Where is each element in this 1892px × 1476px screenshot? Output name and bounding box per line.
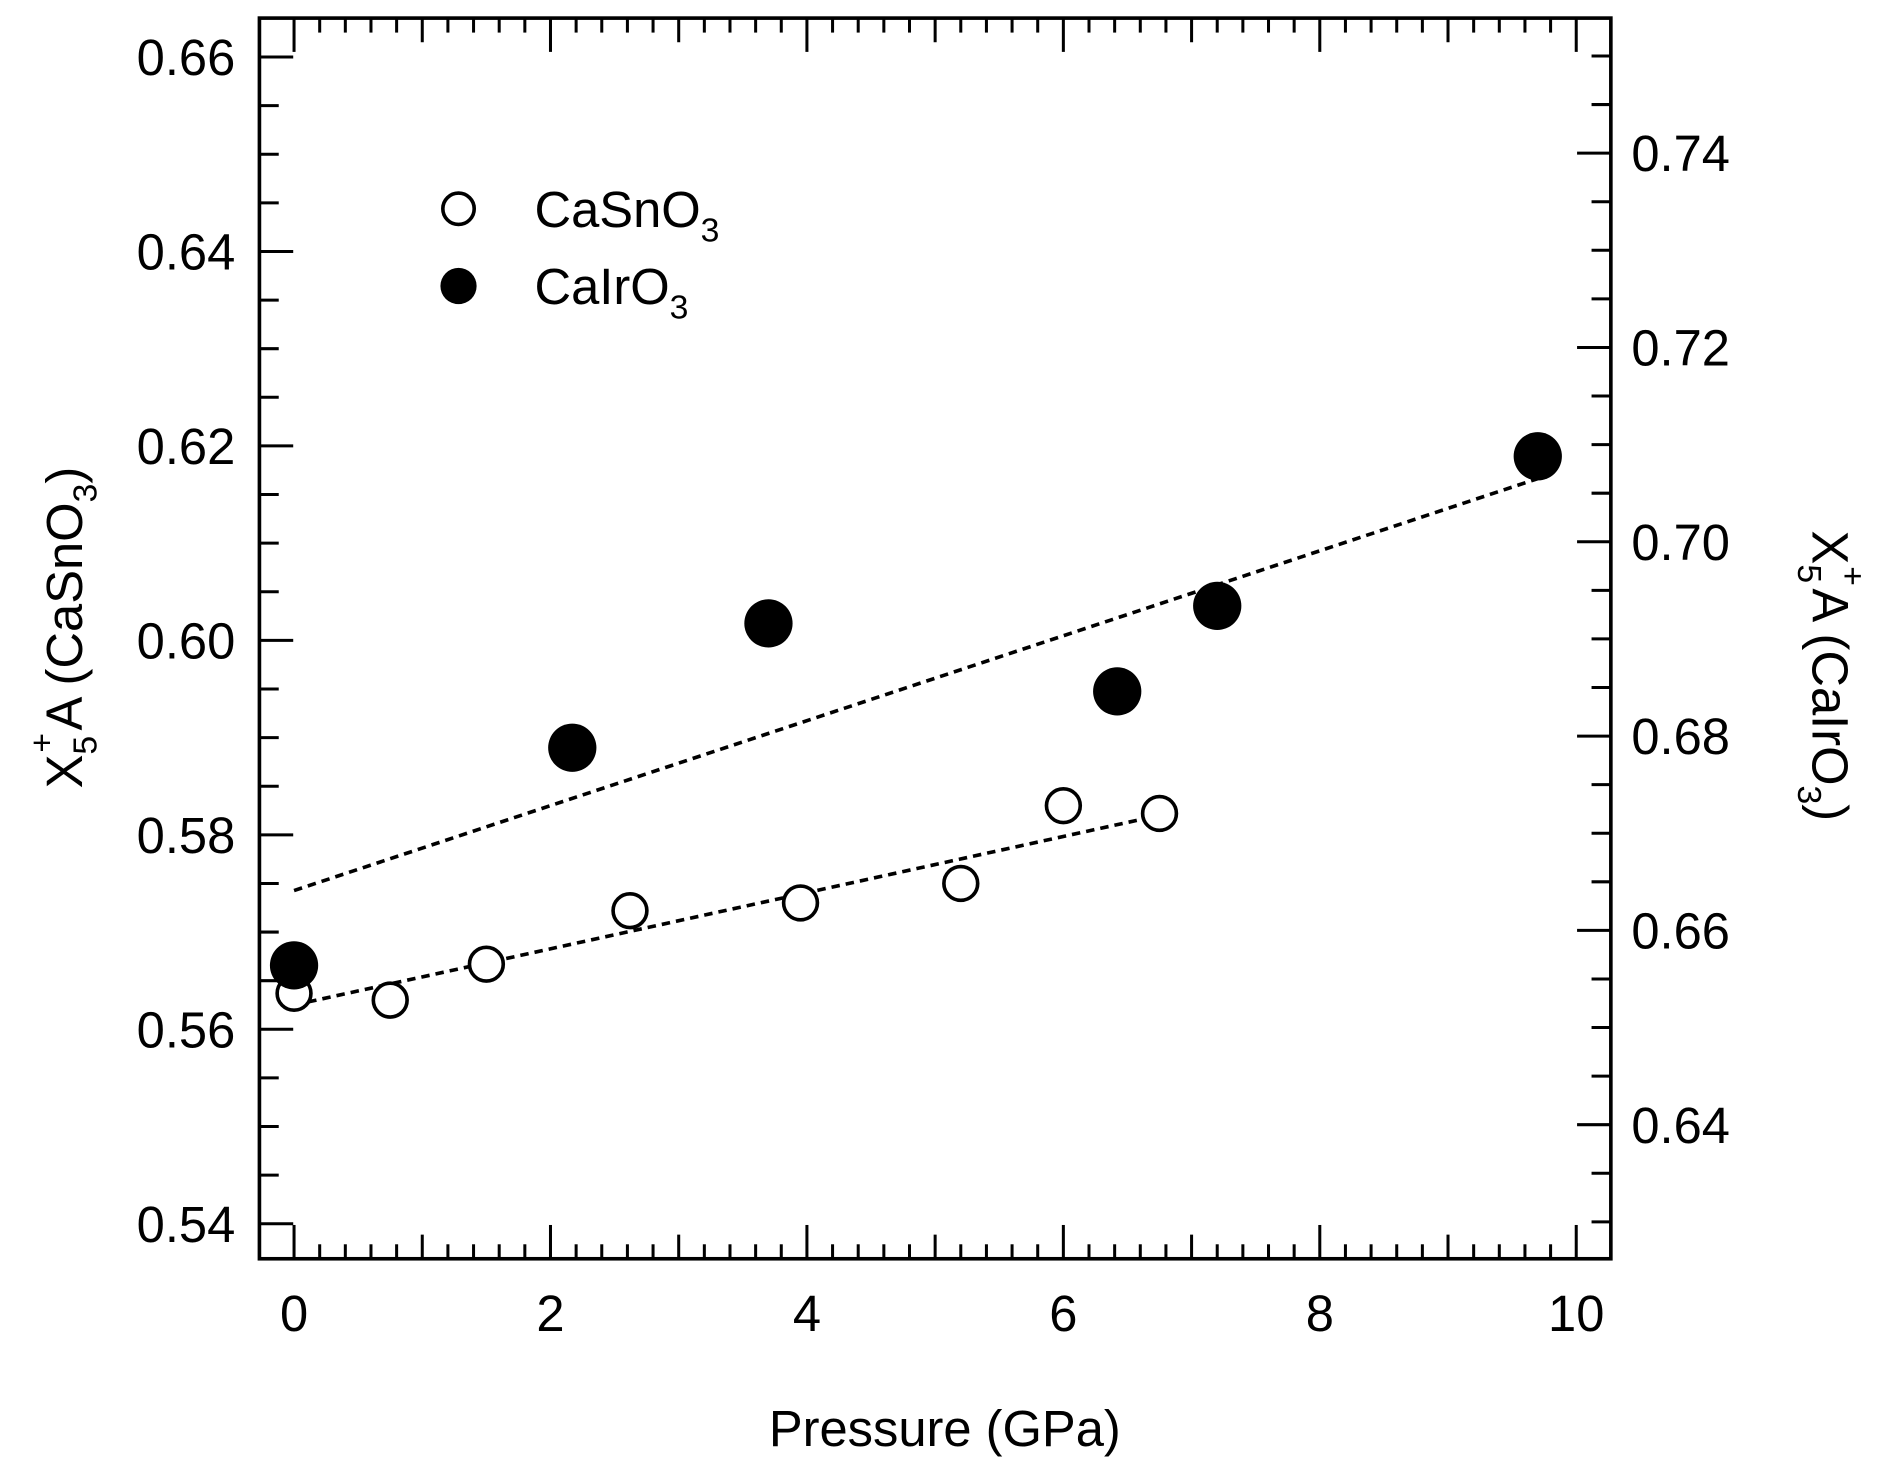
y-axis-label-left: X5+A (CaSnO3) <box>23 467 104 789</box>
y-right-tick-label: 0.72 <box>1631 320 1730 377</box>
svg-text:X5+A (CaSnO3): X5+A (CaSnO3) <box>23 467 104 789</box>
y-left-tick-label: 0.66 <box>137 29 236 86</box>
y-right-tick-label: 0.66 <box>1631 902 1730 959</box>
y-right-tick-label: 0.74 <box>1631 125 1730 182</box>
y-right-tick-label: 0.70 <box>1631 514 1730 571</box>
point-CaIrO3 <box>1513 432 1562 481</box>
legend-label-cairo3: CaIrO3 <box>535 258 689 326</box>
point-CaIrO3 <box>269 941 319 990</box>
y-left-tick-label: 0.60 <box>137 612 236 669</box>
y-left-tick-label: 0.56 <box>137 1001 236 1058</box>
point-CaIrO3 <box>1193 581 1242 631</box>
point-CaIrO3 <box>1093 667 1142 716</box>
y-right-tick-label: 0.68 <box>1631 708 1730 765</box>
y-left-tick-label: 0.54 <box>137 1196 236 1253</box>
point-CaSnO3 <box>611 891 649 930</box>
legend-marker-filled <box>440 267 477 305</box>
ticks <box>259 18 1611 1259</box>
point-CaSnO3 <box>942 864 980 903</box>
x-axis-label: Pressure (GPa) <box>769 1400 1121 1457</box>
svg-text:X5+A (CaIrO3): X5 +A (CaIrO3) <box>1790 531 1871 822</box>
tick-labels: 0 2 4 6 8 10 0.54 0.56 0.58 0.60 0.62 0.64 0.66 0.64 0… <box>137 29 1730 1342</box>
point-CaIrO3 <box>744 599 793 648</box>
point-CaIrO3 <box>548 723 597 772</box>
x-tick-label: 6 <box>1049 1285 1077 1342</box>
x-tick-label: 4 <box>793 1285 821 1342</box>
data-points <box>269 432 1562 1019</box>
y-left-tick-label: 0.64 <box>137 224 236 281</box>
point-CaSnO3 <box>467 945 506 983</box>
fit-line-CaIrO3 <box>293 476 1539 893</box>
x-tick-label: 10 <box>1548 1285 1604 1342</box>
point-CaSnO3 <box>371 981 409 1019</box>
plot-frame <box>257 16 1613 1261</box>
fit-lines <box>293 476 1539 1007</box>
y-left-tick-label: 0.62 <box>137 418 236 475</box>
point-CaSnO3 <box>781 884 820 922</box>
legend-marker-open <box>441 191 477 227</box>
point-CaSnO3 <box>1140 794 1179 833</box>
legend-label-casno3: CaSnO3 <box>535 181 720 249</box>
fit-line-CaSnO3 <box>293 813 1160 1007</box>
point-CaSnO3 <box>1044 786 1083 825</box>
y-left-tick-label: 0.58 <box>137 807 236 864</box>
y-axis-label-right: X5 +A (CaIrO3) <box>1790 531 1871 822</box>
legend: CaSnO3 CaIrO3 <box>440 181 719 327</box>
x-tick-label: 2 <box>536 1285 564 1342</box>
x-tick-label: 8 <box>1306 1285 1334 1342</box>
x-tick-label: 0 <box>280 1285 308 1342</box>
y-right-tick-label: 0.64 <box>1631 1097 1730 1154</box>
